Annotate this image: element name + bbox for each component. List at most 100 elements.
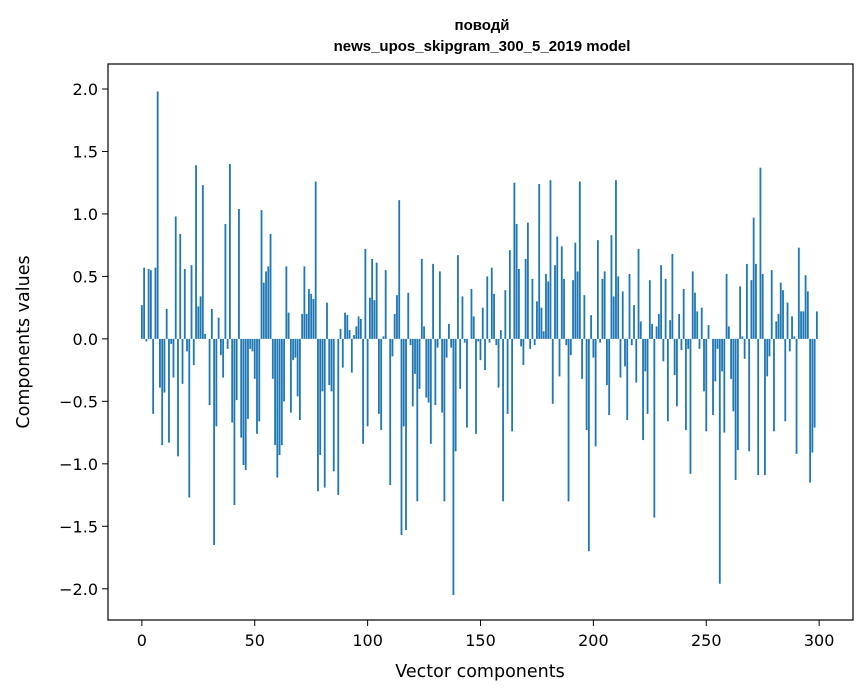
bar-283 — [779, 282, 782, 339]
bar-163 — [508, 250, 511, 339]
bar-188 — [565, 338, 568, 346]
bar-282 — [777, 313, 780, 339]
bar-148 — [475, 338, 477, 434]
bar-100 — [366, 338, 369, 427]
bar-122 — [416, 338, 419, 502]
bar-177 — [540, 307, 543, 339]
bar-149 — [477, 338, 480, 342]
bar-54 — [262, 282, 265, 339]
bar-176 — [538, 183, 541, 339]
bar-231 — [662, 338, 665, 362]
bar-49 — [251, 338, 254, 352]
chart-title-line2: news_upos_skipgram_300_5_2019 model — [334, 38, 631, 55]
x-tick-label: 200 — [578, 631, 609, 650]
bar-219 — [635, 338, 638, 383]
x-tick-label: 100 — [352, 631, 383, 650]
bar-200 — [592, 338, 595, 358]
bar-277 — [766, 338, 769, 377]
bar-20 — [186, 338, 188, 352]
bar-290 — [795, 338, 798, 454]
bar-175 — [536, 301, 538, 339]
bar-97 — [359, 318, 362, 339]
bar-123 — [418, 338, 421, 389]
bar-134 — [443, 338, 446, 502]
bar-93 — [350, 338, 353, 373]
bar-256 — [718, 338, 721, 584]
bar-9 — [161, 338, 164, 446]
bar-131 — [436, 338, 439, 348]
bar-298 — [813, 338, 816, 428]
bar-73 — [305, 313, 308, 339]
bar-284 — [782, 290, 784, 339]
bar-6 — [154, 267, 157, 339]
bar-129 — [432, 263, 434, 339]
y-axis-label: Components values — [14, 255, 34, 428]
bar-184 — [556, 236, 559, 339]
bar-45 — [242, 338, 245, 466]
bar-292 — [800, 311, 802, 339]
bar-41 — [233, 338, 236, 506]
bar-228 — [655, 326, 658, 339]
bar-112 — [393, 313, 396, 339]
bar-263 — [734, 338, 737, 481]
bar-242 — [687, 338, 690, 349]
bars-group — [140, 91, 818, 596]
bar-147 — [472, 316, 475, 339]
bar-31 — [210, 308, 213, 339]
bar-157 — [495, 338, 498, 346]
bar-202 — [596, 240, 599, 339]
bar-17 — [179, 233, 182, 339]
bar-117 — [405, 338, 407, 531]
bar-1 — [143, 267, 146, 339]
bar-111 — [391, 338, 394, 357]
bar-245 — [694, 292, 696, 339]
bar-47 — [247, 338, 249, 419]
bar-56 — [267, 266, 270, 339]
chart-title-line1: поводй — [455, 17, 510, 34]
bar-274 — [759, 167, 762, 339]
bar-224 — [646, 338, 649, 414]
bar-58 — [271, 338, 274, 379]
bar-293 — [802, 311, 805, 339]
bar-207 — [608, 338, 611, 416]
bar-214 — [624, 338, 626, 367]
bar-244 — [691, 271, 694, 339]
bar-268 — [745, 263, 748, 339]
bar-91 — [346, 315, 349, 339]
bar-11 — [165, 308, 168, 339]
bar-25 — [197, 306, 200, 339]
bar-113 — [396, 295, 398, 339]
bar-126 — [425, 338, 428, 398]
bar-64 — [285, 266, 288, 339]
bar-0 — [140, 305, 143, 339]
bar-266 — [741, 336, 744, 339]
bar-276 — [764, 338, 766, 476]
bar-280 — [773, 338, 775, 432]
bar-201 — [594, 338, 597, 447]
bar-39 — [229, 163, 231, 339]
bar-239 — [680, 338, 683, 351]
bar-229 — [657, 313, 660, 339]
bar-223 — [644, 338, 647, 372]
bar-140 — [457, 255, 459, 339]
bar-237 — [676, 338, 678, 407]
bar-18 — [181, 338, 184, 384]
bar-291 — [797, 247, 800, 339]
bar-248 — [700, 307, 703, 339]
bar-238 — [678, 313, 681, 339]
bar-172 — [529, 338, 532, 349]
bar-133 — [441, 338, 444, 413]
bar-92 — [348, 330, 351, 339]
plot-frame — [107, 63, 854, 621]
bar-194 — [578, 181, 581, 339]
bar-61 — [278, 338, 281, 456]
bar-235 — [671, 253, 674, 339]
bar-167 — [517, 268, 520, 339]
bar-99 — [364, 248, 367, 339]
bar-152 — [484, 338, 486, 371]
bar-28 — [204, 333, 206, 339]
bar-269 — [748, 338, 751, 452]
bar-44 — [240, 338, 243, 438]
bar-165 — [513, 182, 516, 339]
bar-211 — [617, 276, 620, 339]
